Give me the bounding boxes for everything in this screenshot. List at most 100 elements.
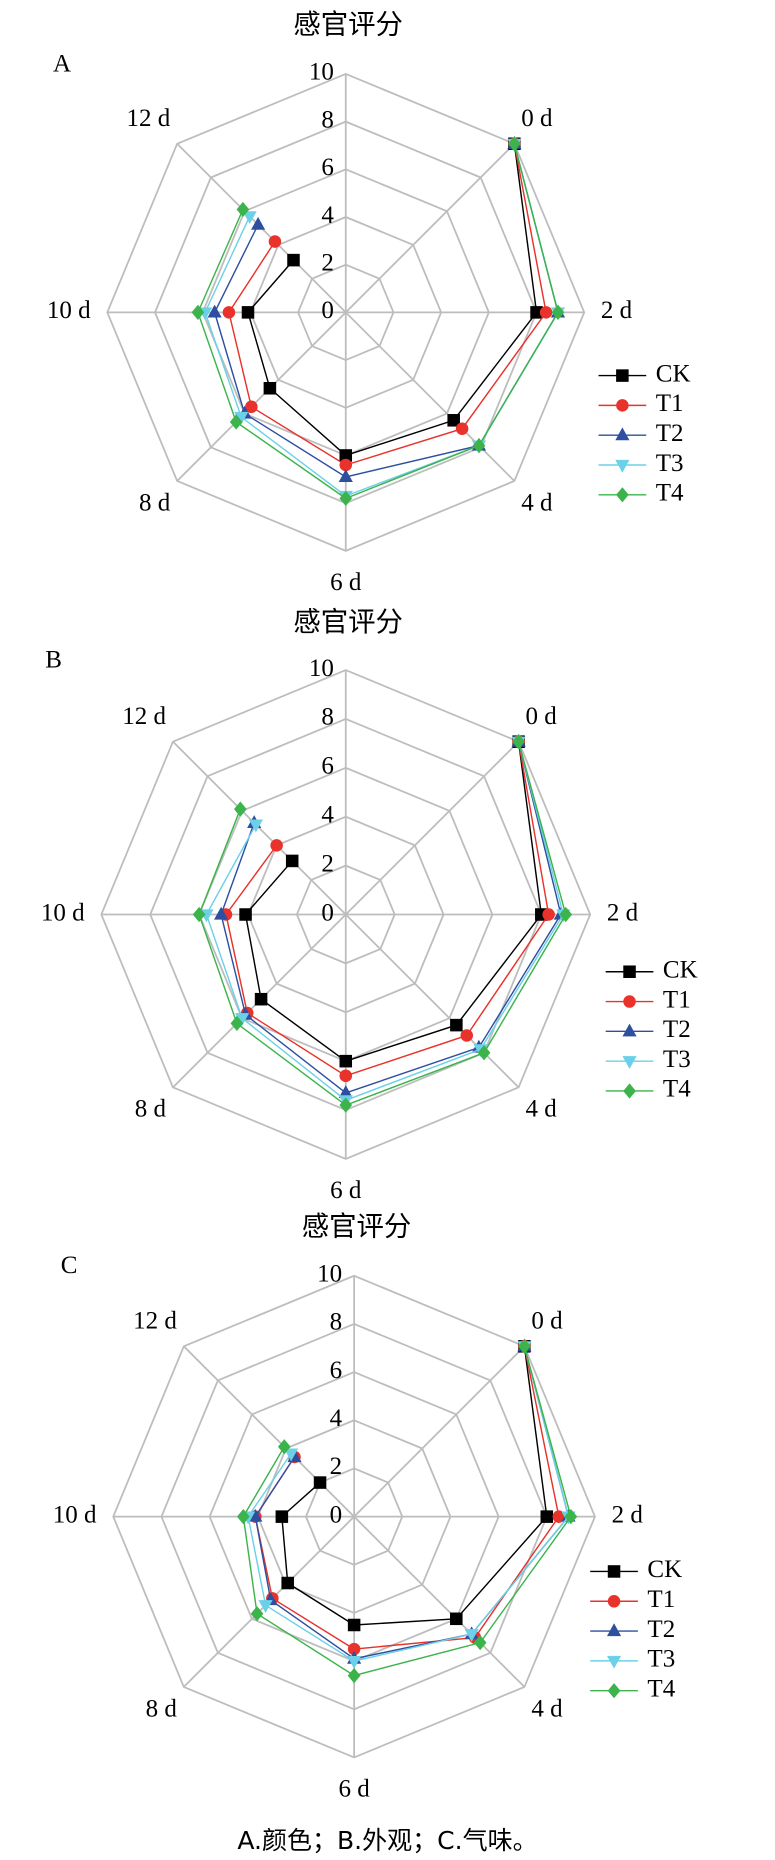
data-point [473,1635,487,1651]
data-point [251,216,266,230]
category-label: 10 d [41,899,85,926]
data-point [287,253,300,267]
panel-label: C [61,1252,78,1279]
category-label: 10 d [53,1501,97,1528]
data-point [258,1600,273,1613]
data-point [281,1576,294,1590]
data-point [339,1097,353,1113]
spoke [353,1515,526,1688]
r-tick-label: 6 [321,154,334,181]
r-tick-label: 4 [321,801,334,828]
data-point [512,734,525,750]
legend-marker [606,1655,622,1669]
series-line [213,143,559,478]
data-point [263,382,277,395]
data-point [229,414,243,430]
data-point [518,1338,531,1354]
data-point [239,908,252,921]
category-label: 4 d [531,1695,563,1722]
series-line [247,143,538,457]
data-point [245,400,258,414]
r-tick-label: 10 [309,59,334,86]
category-label: 6 d [330,1177,362,1204]
legend-label: CK [647,1556,682,1583]
series-line [254,1346,560,1650]
data-point [450,1018,463,1032]
legend-marker [622,1056,637,1069]
category-label: 6 d [338,1776,370,1803]
legend-label: CK [656,360,691,387]
data-point [236,1508,250,1525]
category-label: 8 d [139,489,171,516]
category-label: 2 d [601,297,633,324]
category-label: 2 d [607,899,639,926]
data-point [230,1015,244,1032]
legend-label: T1 [656,390,684,417]
legend-label: CK [663,956,698,983]
series-line [205,741,565,1102]
data-point [268,235,282,248]
data-point [447,414,460,427]
legend-label: T4 [647,1675,675,1702]
data-point [275,1510,289,1523]
spoke [345,311,516,482]
legend-label: T4 [663,1076,691,1103]
legend-marker [615,459,630,473]
data-point [347,1656,362,1669]
data-point [347,1667,361,1684]
category-label: 4 d [526,1096,558,1123]
data-point [242,211,257,225]
r-tick-label: 2 [321,850,334,877]
data-point [285,854,299,868]
spoke [345,143,516,314]
data-point [222,306,236,319]
series-line [242,1346,572,1677]
series-line [220,741,562,1094]
r-tick-label: 4 [321,202,334,229]
legend-label: T2 [656,420,684,447]
panel-label: B [45,646,62,673]
data-point [192,906,206,923]
caption: A.颜色；B.外观；C.气味。 [237,1826,537,1855]
r-tick-label: 0 [321,899,334,926]
data-point [191,304,205,321]
category-label: 6 d [330,569,362,596]
data-point [539,306,553,319]
spoke [172,741,347,916]
category-label: 12 d [122,703,166,730]
panel-label: A [53,50,71,77]
data-point [277,1439,291,1455]
data-point [236,201,250,218]
data-point [472,437,486,454]
r-tick-label: 2 [330,1453,343,1480]
legend-label: T1 [663,986,691,1013]
legend-marker [622,1023,637,1037]
data-point [540,1510,554,1523]
data-point [542,908,555,921]
category-label: 0 d [526,703,558,730]
spoke [345,913,520,1088]
data-point [233,801,247,817]
category-label: 12 d [126,105,170,132]
legend-marker [616,399,629,412]
chart-title: 感官评分 [293,10,403,41]
data-point [270,839,283,852]
data-point [450,1612,463,1626]
category-label: 4 d [521,489,553,516]
category-label: 2 d [612,1501,644,1528]
legend-marker [607,1565,621,1578]
data-point [248,819,263,833]
r-tick-label: 10 [317,1261,342,1288]
r-tick-label: 8 [330,1309,343,1336]
legend-marker [606,1623,622,1637]
legend-label: T4 [656,480,684,507]
legend-label: T3 [647,1646,675,1673]
spoke [353,1345,526,1518]
r-tick-label: 6 [321,753,334,780]
data-point [214,906,229,920]
data-point [313,1476,327,1489]
legend-label: T1 [647,1586,675,1613]
category-label: 0 d [521,105,553,132]
